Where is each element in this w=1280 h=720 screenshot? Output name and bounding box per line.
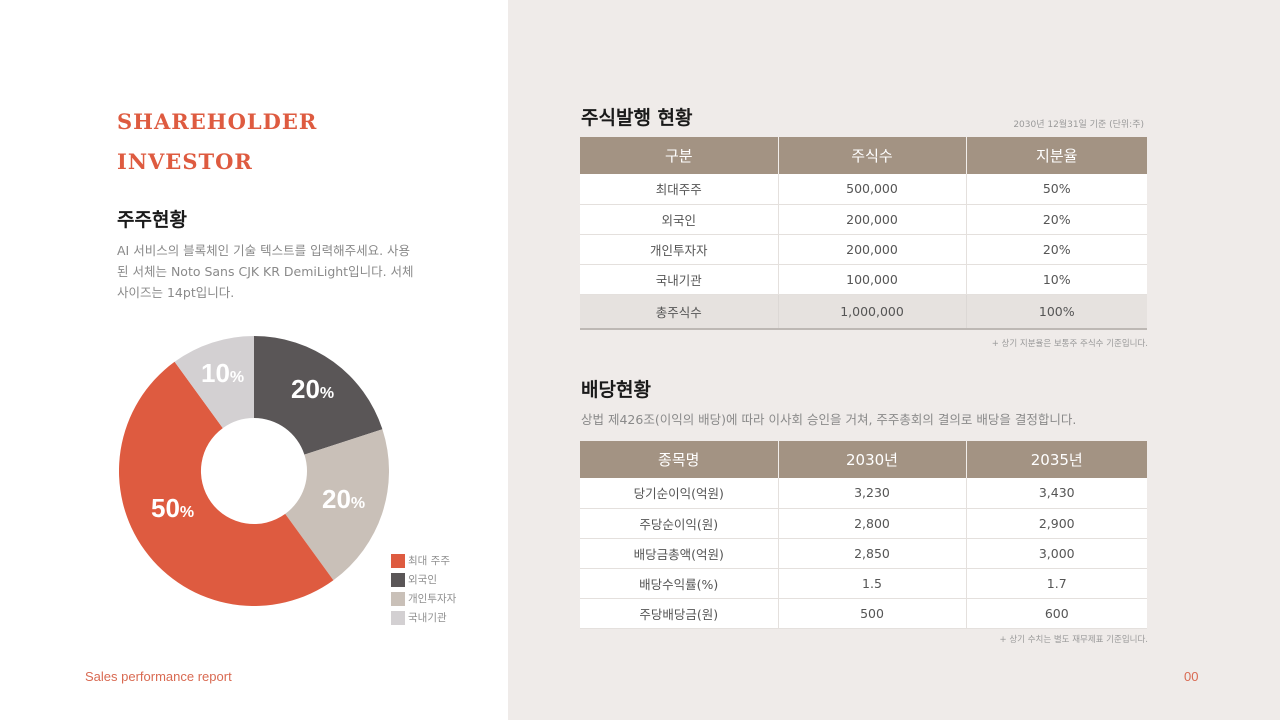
legend-swatch-domestic [391, 610, 405, 625]
slice-domestic [174, 336, 254, 429]
table-row: 주당순이익(원) 2,800 2,900 [580, 508, 1147, 539]
shareholders-description: AI 서비스의 블록체인 기술 텍스트를 입력해주세요. 사용된 서체는 Not… [117, 243, 414, 300]
brand-title: Shareholder Investor [117, 100, 317, 180]
slice-label-major-unit: % [179, 504, 195, 521]
slice-label-foreign: 20% [291, 374, 334, 405]
footer-page-number: 00 [1184, 669, 1199, 684]
slice-label-major-value: 50 [151, 493, 180, 523]
legend-item-foreign: 외국인 [391, 570, 456, 589]
stock-cell-shares: 200,000 [778, 204, 967, 235]
stock-table-title: 주식발행 현황 [581, 107, 693, 129]
stock-cell-category: 국내기관 [580, 264, 779, 295]
dividend-cell-item: 주당배당금(원) [580, 598, 779, 629]
table-row: 배당수익률(%) 1.5 1.7 [580, 568, 1147, 599]
stock-cell-ratio: 50% [966, 174, 1147, 205]
legend-label-individual: 개인투자자 [408, 593, 457, 605]
stock-total-label: 총주식수 [580, 294, 779, 330]
footer-report-title: Sales performance report [85, 669, 232, 684]
slice-label-individual: 20% [322, 484, 365, 515]
donut-chart-svg [119, 336, 389, 606]
legend-label-major: 최대 주주 [408, 555, 450, 567]
slice-major [119, 361, 334, 606]
stock-cell-category: 최대주주 [580, 174, 779, 205]
stock-total-ratio: 100% [966, 294, 1147, 330]
dividend-cell-item: 당기순이익(억원) [580, 478, 779, 509]
dividend-header-2035: 2035년 [966, 441, 1147, 478]
dividend-cell-2030: 2,800 [778, 508, 967, 539]
stock-header-category: 구분 [580, 137, 779, 174]
legend-swatch-foreign [391, 572, 405, 587]
slice-individual [285, 429, 389, 581]
legend-swatch-major [391, 553, 405, 568]
dividend-cell-2030: 1.5 [778, 568, 967, 599]
legend-label-foreign: 외국인 [408, 574, 437, 586]
shareholders-heading: 주주현황 [117, 209, 187, 231]
slice-label-foreign-unit: % [319, 385, 335, 402]
dividend-cell-item: 배당금총액(억원) [580, 538, 779, 569]
legend-label-domestic: 국내기관 [408, 612, 447, 624]
slice-foreign [254, 336, 383, 455]
stock-table: 구분 주식수 지분율 최대주주 500,000 50% 외국인 200,000 … [580, 137, 1147, 330]
dividend-table-header-row: 종목명 2030년 2035년 [580, 441, 1147, 478]
dividend-header-2030: 2030년 [778, 441, 967, 478]
table-row: 주당배당금(원) 500 600 [580, 598, 1147, 629]
stock-cell-category: 개인투자자 [580, 234, 779, 265]
dividend-header-item: 종목명 [580, 441, 779, 478]
slice-label-foreign-value: 20 [291, 374, 320, 404]
dividend-table-title: 배당현황 [581, 379, 651, 401]
dividend-cell-2030: 3,230 [778, 478, 967, 509]
table-row: 외국인 200,000 20% [580, 204, 1147, 235]
legend-item-domestic: 국내기관 [391, 608, 456, 627]
slice-label-individual-value: 20 [322, 484, 351, 514]
stock-cell-ratio: 20% [966, 234, 1147, 265]
stock-header-shares: 주식수 [778, 137, 967, 174]
brand-title-line1: Shareholder [117, 102, 318, 137]
stock-cell-category: 외국인 [580, 204, 779, 235]
dividend-cell-2030: 2,850 [778, 538, 967, 569]
table-row: 최대주주 500,000 50% [580, 174, 1147, 205]
stock-total-shares: 1,000,000 [778, 294, 967, 330]
dividend-cell-2035: 3,000 [966, 538, 1147, 569]
stock-cell-ratio: 10% [966, 264, 1147, 295]
table-row: 배당금총액(억원) 2,850 3,000 [580, 538, 1147, 569]
dividend-cell-item: 주당순이익(원) [580, 508, 779, 539]
slice-label-major: 50% [151, 493, 194, 524]
dividend-cell-2035: 600 [966, 598, 1147, 629]
table-row: 당기순이익(억원) 3,230 3,430 [580, 478, 1147, 509]
donut-chart: 10% 20% 20% 50% [119, 336, 389, 606]
stock-header-ratio: 지분율 [966, 137, 1147, 174]
dividend-cell-2035: 3,430 [966, 478, 1147, 509]
brand-title-line2: Investor [117, 142, 253, 177]
dividend-table-description: 상법 제426조(이익의 배당)에 따라 이사회 승인을 거쳐, 주주총회의 결… [581, 412, 1077, 427]
dividend-table: 종목명 2030년 2035년 당기순이익(억원) 3,230 3,430 주당… [580, 441, 1147, 629]
table-row: 국내기관 100,000 10% [580, 264, 1147, 295]
stock-table-total-row: 총주식수 1,000,000 100% [580, 294, 1147, 330]
stock-table-meta: 2030년 12월31일 기준 (단위:주) [1013, 120, 1144, 130]
dividend-cell-2035: 2,900 [966, 508, 1147, 539]
slice-label-domestic: 10% [201, 358, 244, 389]
stock-cell-ratio: 20% [966, 204, 1147, 235]
dividend-cell-2035: 1.7 [966, 568, 1147, 599]
table-row: 개인투자자 200,000 20% [580, 234, 1147, 265]
stock-cell-shares: 200,000 [778, 234, 967, 265]
stock-table-note: + 상기 지분율은 보통주 주식수 기준입니다. [991, 339, 1148, 349]
stock-cell-shares: 100,000 [778, 264, 967, 295]
dividend-cell-item: 배당수익률(%) [580, 568, 779, 599]
slice-label-individual-unit: % [350, 495, 366, 512]
dividend-table-note: + 상기 수치는 별도 재무제표 기준입니다. [999, 635, 1148, 645]
stock-cell-shares: 500,000 [778, 174, 967, 205]
legend-item-individual: 개인투자자 [391, 589, 456, 608]
dividend-cell-2030: 500 [778, 598, 967, 629]
slice-label-domestic-value: 10 [201, 358, 230, 388]
stock-table-header-row: 구분 주식수 지분율 [580, 137, 1147, 174]
chart-legend: 최대 주주 외국인 개인투자자 국내기관 [391, 551, 456, 627]
slice-label-domestic-unit: % [229, 369, 245, 386]
legend-swatch-individual [391, 591, 405, 606]
legend-item-major: 최대 주주 [391, 551, 456, 570]
